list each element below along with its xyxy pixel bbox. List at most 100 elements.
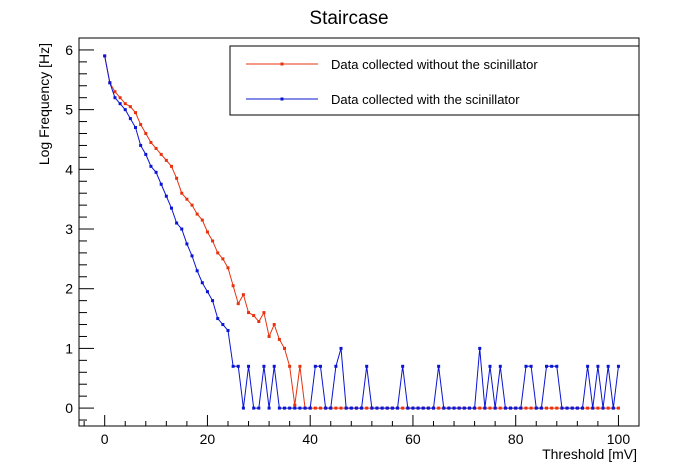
data-point	[318, 406, 322, 410]
data-point	[478, 406, 482, 410]
data-point	[283, 406, 287, 410]
data-point	[365, 406, 369, 410]
data-point	[283, 346, 287, 350]
legend-label-with: Data collected with the scinillator	[331, 92, 520, 107]
data-point	[421, 406, 425, 410]
data-point	[339, 346, 343, 350]
data-point	[529, 406, 533, 410]
data-point	[462, 406, 466, 410]
data-point	[303, 406, 307, 410]
data-point	[123, 102, 127, 106]
y-tick-label: 0	[65, 400, 73, 416]
data-point	[211, 299, 215, 303]
data-point	[205, 290, 209, 294]
y-axis-label: Log Frequency [Hz]	[36, 43, 52, 165]
data-point	[596, 406, 600, 410]
data-point	[509, 406, 513, 410]
data-point	[380, 406, 384, 410]
chart-title: Staircase	[309, 8, 388, 29]
x-tick-label: 80	[508, 431, 524, 447]
data-point	[586, 364, 590, 368]
data-point	[616, 406, 620, 410]
data-point	[195, 212, 199, 216]
y-tick-label: 2	[65, 281, 73, 297]
series-with-scintillator	[103, 54, 620, 410]
data-point	[211, 239, 215, 243]
data-point	[498, 364, 502, 368]
data-point	[570, 406, 574, 410]
data-point	[431, 406, 435, 410]
data-point	[313, 406, 317, 410]
data-point	[169, 164, 173, 168]
data-point	[195, 269, 199, 273]
data-point	[555, 364, 559, 368]
data-point	[123, 108, 127, 112]
data-point	[231, 364, 235, 368]
data-point	[288, 406, 292, 410]
data-point	[360, 406, 364, 410]
data-point	[272, 364, 276, 368]
axis-ticks: 0 20 40 60 80 100 0 1 2 3 4 5 6	[65, 42, 640, 447]
data-point	[236, 302, 240, 306]
plot-frame	[78, 37, 640, 427]
series-layer	[103, 54, 620, 410]
data-point	[575, 406, 579, 410]
data-point	[370, 406, 374, 410]
data-point	[324, 406, 328, 410]
data-point	[205, 230, 209, 234]
data-point	[262, 364, 266, 368]
legend-box	[229, 45, 640, 116]
data-point	[257, 320, 261, 324]
legend: Data collected without the scinillator D…	[229, 45, 640, 116]
data-point	[396, 406, 400, 410]
data-point	[128, 117, 132, 121]
data-point	[200, 218, 204, 222]
y-tick-label: 3	[65, 221, 73, 237]
data-point	[247, 364, 251, 368]
data-point	[277, 406, 281, 410]
data-point	[144, 132, 148, 136]
data-point	[103, 54, 107, 58]
data-point	[354, 406, 358, 410]
data-point	[385, 406, 389, 410]
data-point	[524, 364, 528, 368]
data-point	[447, 406, 451, 410]
data-point	[190, 203, 194, 207]
data-point	[139, 123, 143, 127]
legend-label-without: Data collected without the scinillator	[331, 57, 538, 72]
data-point	[169, 206, 173, 210]
data-point	[252, 314, 256, 318]
data-point	[298, 406, 302, 410]
y-tick-label: 4	[65, 161, 73, 177]
data-point	[226, 266, 230, 270]
data-point	[313, 364, 317, 368]
data-point	[411, 406, 415, 410]
data-point	[144, 152, 148, 156]
data-point	[483, 406, 487, 410]
data-point	[545, 406, 549, 410]
data-point	[524, 406, 528, 410]
data-point	[344, 406, 348, 410]
data-point	[493, 406, 497, 410]
data-point	[185, 197, 189, 201]
data-point	[555, 406, 559, 410]
data-point	[175, 176, 179, 180]
data-point	[154, 146, 158, 150]
data-point	[442, 406, 446, 410]
legend-marker-without	[280, 62, 284, 66]
data-point	[262, 311, 266, 315]
data-point	[329, 406, 333, 410]
data-point	[339, 406, 343, 410]
data-point	[586, 406, 590, 410]
data-point	[375, 406, 379, 410]
y-tick-label: 1	[65, 340, 73, 356]
x-axis-label: Threshold [mV]	[542, 446, 637, 462]
data-point	[247, 311, 251, 315]
data-point	[190, 254, 194, 258]
data-point	[185, 242, 189, 246]
data-point	[596, 364, 600, 368]
data-point	[226, 328, 230, 332]
data-point	[149, 164, 153, 168]
data-point	[298, 364, 302, 368]
data-point	[401, 406, 405, 410]
